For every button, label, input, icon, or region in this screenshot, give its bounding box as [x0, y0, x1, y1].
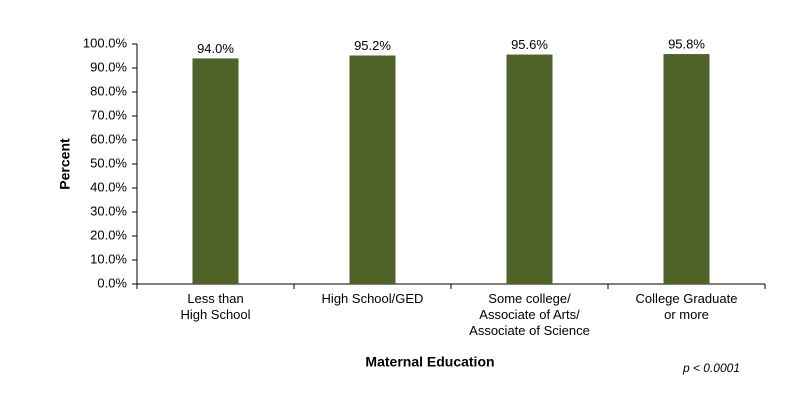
bar — [349, 55, 396, 284]
y-tick-label: 50.0% — [90, 155, 127, 170]
y-tick-label: 10.0% — [90, 251, 127, 266]
bar — [192, 58, 239, 285]
data-label: 95.8% — [668, 37, 705, 52]
y-tick-label: 20.0% — [90, 227, 127, 242]
annotation: p < 0.0001 — [682, 361, 740, 375]
x-tick-label: High School/GED — [322, 291, 424, 306]
bar — [663, 54, 710, 284]
y-tick-label: 0.0% — [97, 275, 127, 290]
y-tick-label: 30.0% — [90, 203, 127, 218]
y-tick-label: 60.0% — [90, 131, 127, 146]
x-tick-label: Some college/Associate of Arts/Associate… — [469, 291, 590, 338]
y-tick-label: 90.0% — [90, 59, 127, 74]
y-tick-label: 80.0% — [90, 83, 127, 98]
data-label: 95.6% — [511, 37, 548, 52]
y-tick-label: 100.0% — [83, 35, 128, 50]
y-axis-label: Percent — [57, 138, 73, 190]
y-tick-label: 40.0% — [90, 179, 127, 194]
x-tick-label: Less than High School — [180, 291, 250, 322]
y-tick-label: 70.0% — [90, 107, 127, 122]
x-axis-label: Maternal Education — [365, 354, 494, 370]
bar — [506, 54, 553, 285]
x-tick-label: College Graduate or more — [636, 291, 738, 322]
data-label: 95.2% — [354, 38, 391, 53]
data-label: 94.0% — [197, 41, 234, 56]
